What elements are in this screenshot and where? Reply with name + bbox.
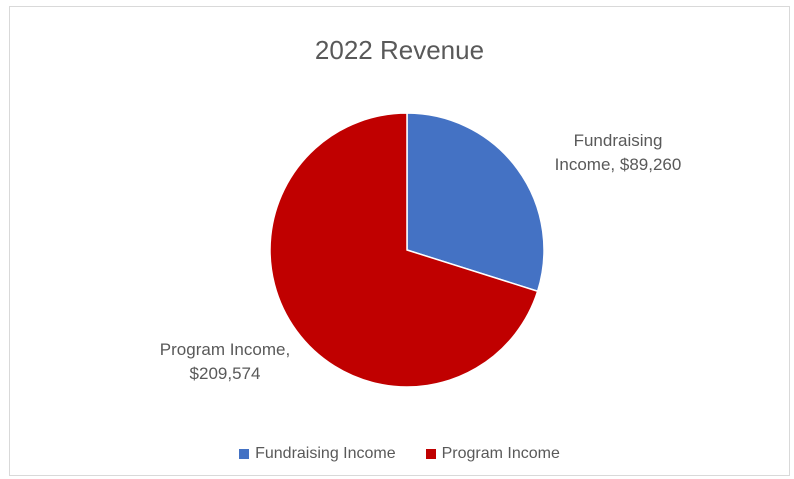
data-label-fundraising-income: Fundraising Income, $89,260 (548, 129, 688, 177)
legend-item-program-income: Program Income (425, 445, 560, 463)
data-label-fundraising-line2: Income, $89,260 (554, 155, 682, 174)
data-label-program-line1: Program Income, (159, 340, 291, 359)
legend-swatch-program-income (425, 449, 436, 459)
data-label-fundraising-line1: Fundraising (573, 131, 663, 150)
chart-legend: Fundraising Income Program Income (10, 445, 789, 463)
pie-chart (269, 112, 545, 388)
pie-slice-fundraising-income (406, 112, 545, 293)
legend-label-program-income: Program Income (441, 445, 560, 462)
legend-item-fundraising-income: Fundraising Income (239, 445, 396, 463)
pie-slice-program-income (269, 112, 539, 388)
data-label-program-line2: $209,574 (189, 364, 261, 383)
data-label-program-income: Program Income, $209,574 (140, 338, 310, 386)
legend-label-fundraising-income: Fundraising Income (255, 445, 396, 462)
chart-title: 2022 Revenue (314, 35, 485, 65)
legend-swatch-fundraising-income (239, 449, 250, 459)
chart-area: 2022 Revenue Fundraising Income, $89,260… (9, 6, 790, 476)
